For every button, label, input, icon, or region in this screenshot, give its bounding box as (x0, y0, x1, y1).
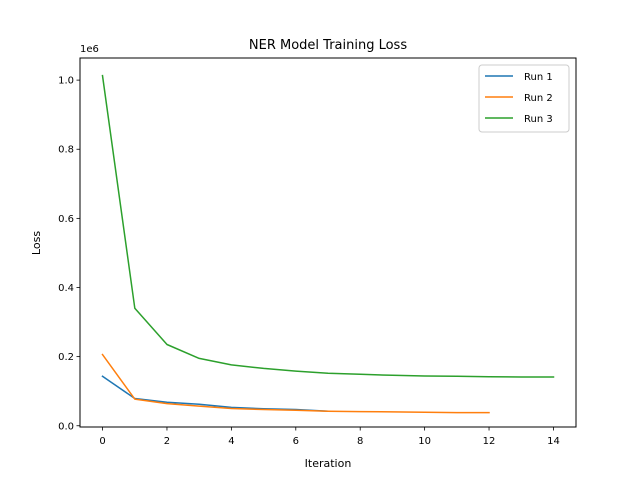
y-tick-label: 0.0 (58, 421, 74, 432)
legend-label: Run 2 (524, 93, 553, 104)
y-tick-label: 0.8 (58, 145, 74, 156)
series-layer (101, 74, 555, 414)
x-tick-label: 2 (164, 436, 170, 447)
legend: Run 1 Run 2 Run 3 (478, 64, 570, 133)
legend-label: Run 1 (524, 72, 553, 83)
x-tick-label: 12 (483, 436, 496, 447)
x-tick-label: 0 (99, 436, 105, 447)
y-tick-label: 1.0 (58, 76, 74, 87)
y-axis-ticks: 0.0 0.2 0.4 0.6 0.8 1.0 (58, 76, 80, 432)
x-axis-label: Iteration (305, 457, 352, 470)
x-tick-label: 8 (357, 436, 363, 447)
y-tick-label: 0.6 (58, 214, 74, 225)
x-tick-label: 6 (293, 436, 299, 447)
x-tick-label: 10 (418, 436, 431, 447)
x-axis-ticks: 0 2 4 6 8 10 12 14 (99, 427, 560, 447)
y-axis-label: Loss (30, 231, 43, 255)
series-line-3 (101, 74, 555, 378)
chart-title: NER Model Training Loss (249, 38, 407, 53)
legend-box (478, 64, 570, 133)
plot-frame (79, 57, 577, 428)
y-tick-label: 0.2 (58, 352, 74, 363)
y-tick-label: 0.4 (58, 283, 74, 294)
series-line-2 (101, 353, 490, 414)
x-tick-label: 4 (228, 436, 234, 447)
legend-label: Run 3 (524, 114, 553, 125)
x-tick-label: 14 (547, 436, 560, 447)
y-offset-label: 1e6 (80, 44, 99, 55)
